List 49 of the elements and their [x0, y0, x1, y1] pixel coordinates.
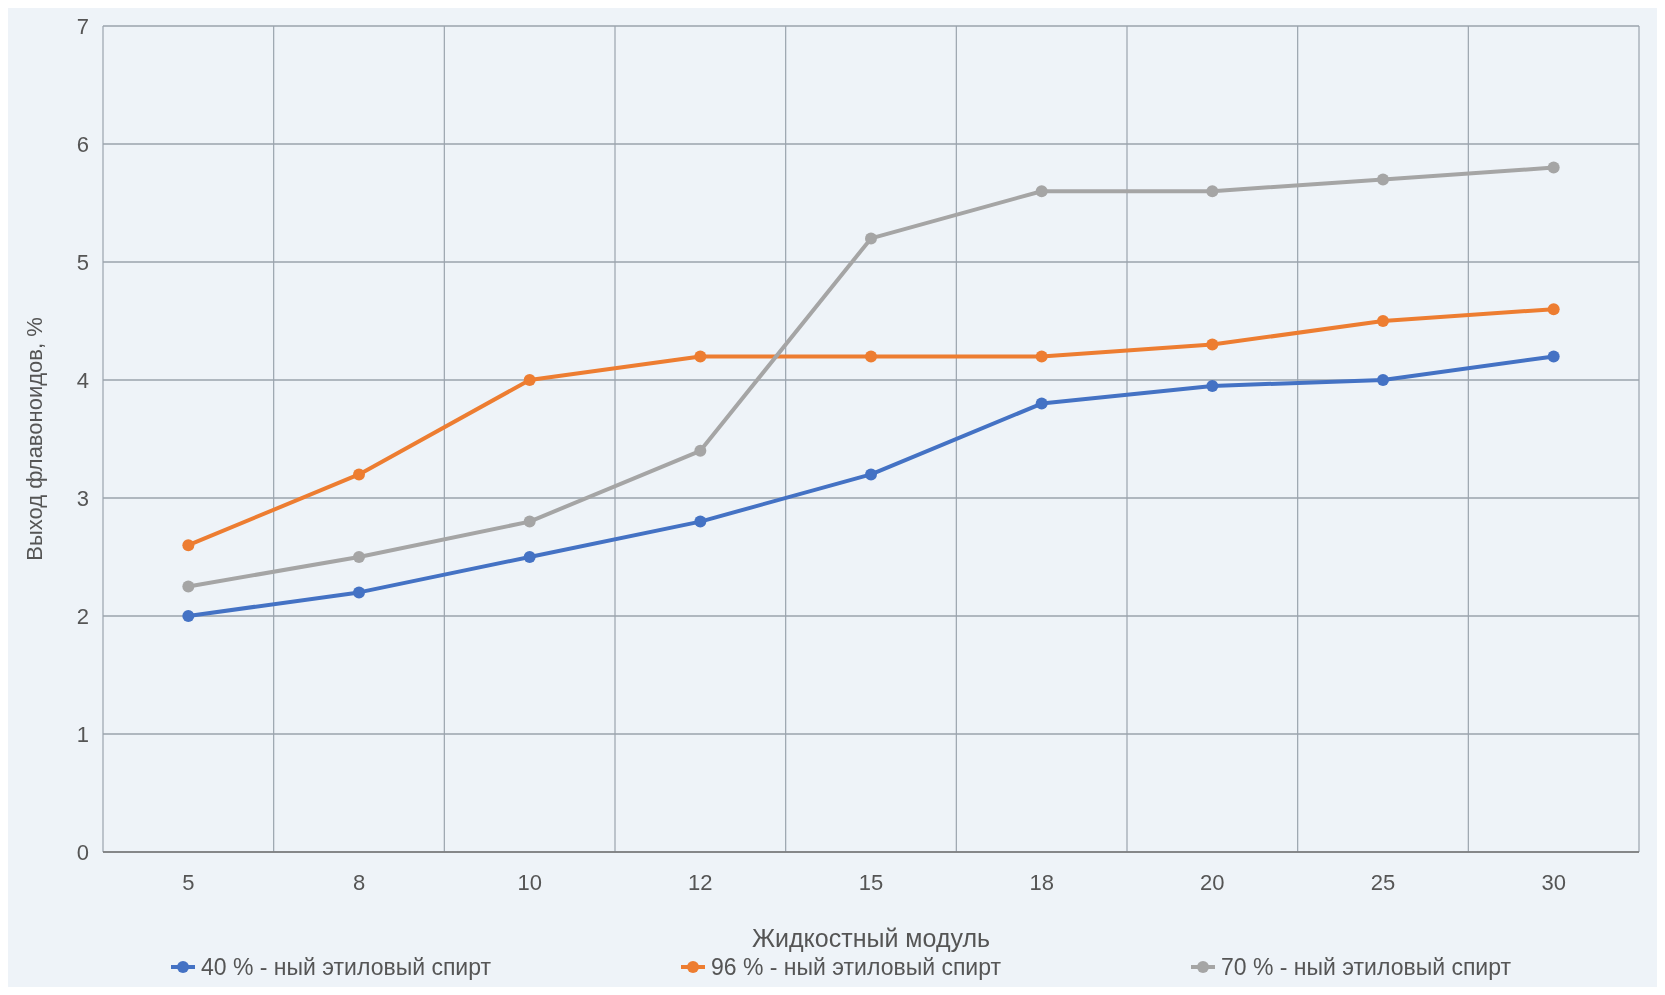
legend-label: 40 % - ный этиловый спирт: [201, 954, 492, 980]
point: [1206, 379, 1219, 392]
point: [353, 586, 365, 599]
y-tick-label: 6: [76, 131, 89, 157]
point: [182, 610, 195, 622]
x-tick-label: 15: [858, 870, 884, 895]
point: [1547, 161, 1560, 174]
point: [523, 551, 536, 563]
point: [865, 468, 877, 481]
point: [182, 539, 195, 552]
point: [1377, 173, 1389, 186]
y-tick-label: 4: [76, 367, 89, 393]
x-tick-label: 25: [1370, 870, 1396, 895]
point: [1206, 338, 1219, 351]
point: [1377, 315, 1389, 327]
x-tick-label: 8: [352, 870, 366, 895]
point: [694, 444, 707, 457]
x-tick-label: 18: [1029, 870, 1054, 895]
x-tick-label: 12: [688, 870, 713, 895]
legend-label: 96 % - ный этиловый спирт: [711, 954, 1002, 980]
point: [182, 580, 195, 593]
y-tick-label: 3: [76, 485, 89, 511]
point: [1035, 185, 1048, 198]
point: [523, 374, 536, 386]
point: [694, 350, 707, 363]
y-tick-label: 5: [76, 249, 89, 275]
x-tick-label: 5: [182, 870, 195, 895]
y-axis-title: Выход флавоноидов, %: [22, 317, 47, 561]
point: [1035, 350, 1048, 363]
point: [353, 551, 365, 563]
point: [353, 468, 365, 481]
y-tick-label: 2: [76, 603, 89, 629]
point: [694, 515, 707, 528]
point: [1547, 350, 1560, 363]
x-axis-title: Жидкостный модуль: [751, 924, 991, 952]
point: [1377, 374, 1389, 386]
y-tick-label: 7: [76, 13, 89, 39]
point: [523, 515, 536, 528]
point: [1547, 303, 1560, 316]
x-tick-label: 10: [517, 870, 542, 895]
point: [1035, 397, 1048, 410]
point: [1206, 185, 1219, 198]
x-tick-label: 30: [1541, 870, 1566, 895]
point: [865, 350, 877, 363]
legend-label: 70 % - ный этиловый спирт: [1221, 954, 1512, 980]
point: [865, 232, 877, 245]
x-tick-label: 20: [1200, 870, 1225, 895]
y-tick-label: 0: [76, 839, 89, 865]
y-tick-label: 1: [76, 721, 89, 747]
